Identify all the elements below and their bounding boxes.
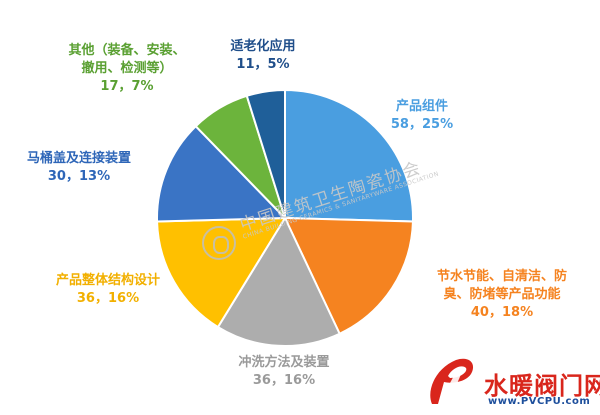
slice-label-6: 其他（装备、安装、 撤用、检测等） 17，7% <box>68 42 185 96</box>
slice-value-separator: ， <box>65 169 79 184</box>
slice-count: 36 <box>252 373 271 388</box>
slice-percent: 18% <box>501 305 534 320</box>
slice-value-label: 30，13% <box>27 168 131 186</box>
slice-label-text: 冲洗方法及装置 <box>238 355 330 370</box>
slice-value-separator: ， <box>270 373 284 388</box>
slice-count: 17 <box>100 79 119 94</box>
slice-value-label: 58，25% <box>391 116 453 134</box>
slice-value-separator: ， <box>254 57 268 72</box>
slice-label-5: 马桶盖及连接装置 30，13% <box>27 150 131 186</box>
site-name: 水暖阀门网 <box>484 372 600 400</box>
slice-label-text: 臭、防堵等产品功能 <box>443 287 561 302</box>
slice-count: 11 <box>236 57 255 72</box>
slice-label-text: 产品整体结构设计 <box>55 273 161 288</box>
pie-slice-7 <box>245 88 286 219</box>
site-url: www.PVCPU.com <box>488 396 591 407</box>
slice-label-4: 产品整体结构设计 36，16% <box>56 272 160 308</box>
slice-label-3: 冲洗方法及装置 36，16% <box>238 354 329 390</box>
slice-count: 40 <box>470 305 489 320</box>
slice-count: 36 <box>76 291 95 306</box>
pie-slice-1 <box>284 88 414 223</box>
slice-value-separator: ， <box>488 305 502 320</box>
slice-value-separator: ， <box>94 291 108 306</box>
slice-label-text: 其他（装备、安装、 <box>68 43 186 58</box>
slice-value-label: 40，18% <box>437 304 567 322</box>
slice-label-text: 产品组件 <box>395 99 449 114</box>
slice-percent: 16% <box>283 373 316 388</box>
pie-slice-4 <box>156 216 287 329</box>
slice-label-1: 产品组件 58，25% <box>391 98 453 134</box>
slice-percent: 7% <box>131 79 154 94</box>
site-logo: 水暖阀门网 www.PVCPU.com <box>422 352 600 415</box>
slice-count: 58 <box>390 117 409 132</box>
slice-percent: 25% <box>421 117 454 132</box>
pv-logo-icon <box>430 358 474 404</box>
slice-value-separator: ， <box>118 79 132 94</box>
pie-slice-3 <box>216 215 341 347</box>
pie-slice-2 <box>283 216 414 336</box>
slice-value-label: 36，16% <box>56 290 160 308</box>
slice-label-text: 节水节能、自清洁、防 <box>436 269 568 284</box>
slice-value-separator: ， <box>408 117 422 132</box>
slice-count: 30 <box>47 169 66 184</box>
slice-percent: 13% <box>78 169 111 184</box>
slice-label-text: 马桶盖及连接装置 <box>26 151 132 166</box>
slice-percent: 5% <box>267 57 290 72</box>
slice-label-text: 撤用、检测等） <box>81 61 173 76</box>
pie-slice-5 <box>156 124 288 223</box>
slice-label-text: 适老化应用 <box>230 39 296 54</box>
slice-percent: 16% <box>107 291 140 306</box>
slice-label-2: 节水节能、自清洁、防 臭、防堵等产品功能 40，18% <box>437 268 567 322</box>
slice-label-7: 适老化应用 11，5% <box>230 38 295 74</box>
slice-value-label: 36，16% <box>238 372 329 390</box>
slice-value-label: 11，5% <box>230 56 295 74</box>
slice-value-label: 17，7% <box>68 78 185 96</box>
